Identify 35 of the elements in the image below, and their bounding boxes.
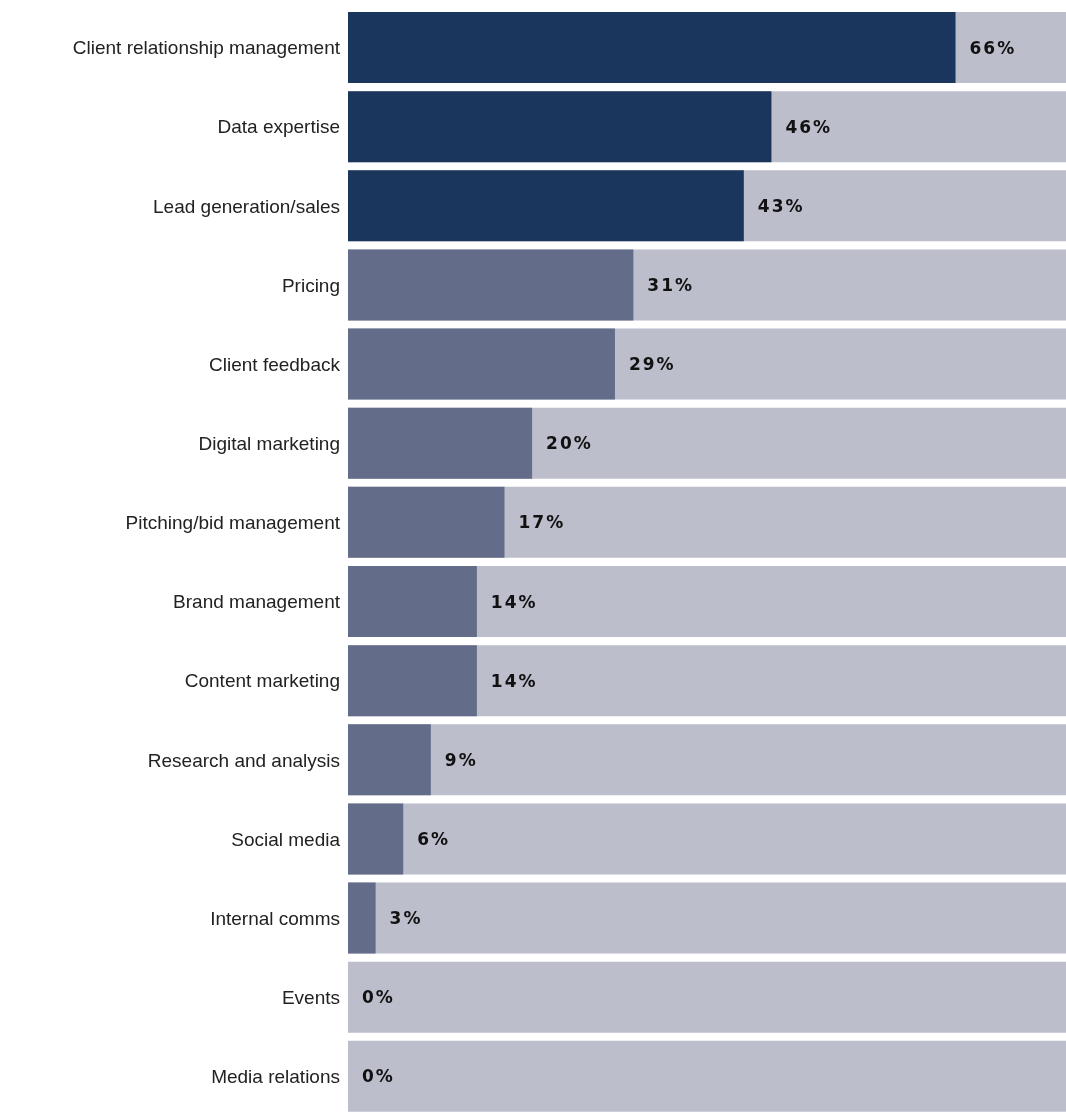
data-label: 14% (490, 670, 538, 691)
y-tick-label: Pricing (281, 274, 340, 296)
data-label: 31% (647, 274, 695, 295)
y-tick-label: Client relationship management (72, 37, 341, 59)
data-label: 9% (444, 749, 478, 770)
y-tick-label: Research and analysis (147, 749, 340, 771)
data-label: 14% (490, 591, 538, 612)
y-tick-label: Pitching/bid management (125, 512, 341, 534)
data-label: 6% (417, 828, 451, 849)
y-tick-label: Lead generation/sales (153, 195, 340, 217)
data-label: 20% (546, 433, 593, 454)
bar (348, 407, 533, 479)
data-label: 0% (362, 1066, 395, 1087)
y-tick-label: Brand management (173, 591, 341, 613)
bar (348, 803, 404, 875)
y-tick-label: Events (281, 987, 340, 1009)
data-label: 46% (785, 116, 833, 137)
data-label: 66% (969, 37, 1017, 58)
y-tick-label: Social media (231, 828, 341, 850)
data-label: 43% (757, 195, 805, 216)
bar (348, 882, 376, 954)
bar (348, 645, 477, 717)
data-label: 29% (628, 354, 676, 375)
bar (348, 566, 477, 637)
y-tick-label: Internal comms (210, 907, 340, 929)
data-label: 0% (362, 987, 395, 1008)
y-tick-label: Content marketing (184, 670, 340, 692)
bar (348, 486, 505, 558)
data-label: 17% (518, 512, 566, 533)
y-tick-label: Media relations (211, 1066, 340, 1088)
data-label: 3% (389, 908, 423, 929)
bar (348, 724, 431, 796)
y-tick-label: Data expertise (217, 116, 340, 138)
y-tick-label: Client feedback (209, 353, 341, 375)
y-tick-label: Digital marketing (198, 433, 340, 455)
